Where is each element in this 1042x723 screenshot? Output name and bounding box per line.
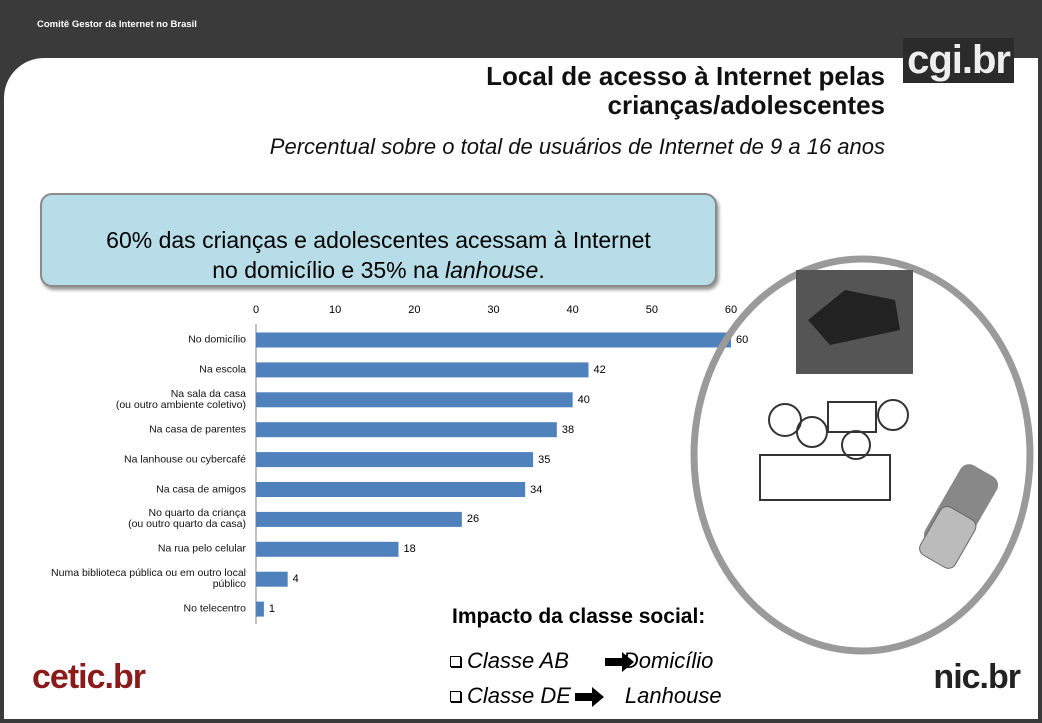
bar xyxy=(256,452,533,467)
nic-logo: nic.br xyxy=(933,658,1020,697)
value-label: 35 xyxy=(538,454,550,466)
bar xyxy=(256,362,589,377)
x-tick-label: 50 xyxy=(646,304,658,316)
x-tick-label: 40 xyxy=(567,304,579,316)
bar xyxy=(256,542,399,557)
value-label: 40 xyxy=(578,394,590,406)
value-label: 34 xyxy=(530,484,542,496)
category-label: Na sala da casa (ou outro ambiente colet… xyxy=(116,389,246,411)
category-label: Na casa de parentes xyxy=(149,424,246,435)
children-drawing xyxy=(760,400,908,500)
value-label: 4 xyxy=(293,573,299,585)
category-label: No domicílio xyxy=(188,335,246,346)
phone xyxy=(917,461,1002,572)
value-label: 42 xyxy=(594,364,606,376)
bar xyxy=(256,422,557,437)
impact-title: Impacto da classe social: xyxy=(452,605,705,629)
impact-item: Classe DE Lanhouse xyxy=(450,683,722,709)
x-tick-label: 20 xyxy=(408,304,420,316)
category-label: No quarto da criança (ou outro quarto da… xyxy=(128,508,246,530)
slide: Comitê Gestor da Internet no Brasil cgi.… xyxy=(0,0,1042,723)
value-label: 18 xyxy=(404,543,416,555)
bar xyxy=(256,392,573,407)
impact-class: Classe DE xyxy=(467,683,571,709)
category-label: Na lanhouse ou cybercafé xyxy=(124,454,246,465)
bar xyxy=(256,572,288,587)
bar xyxy=(256,512,462,527)
bullet xyxy=(450,656,461,667)
category-label: Na casa de amigos xyxy=(156,484,246,495)
value-label: 1 xyxy=(269,603,275,615)
category-label: Na escola xyxy=(199,364,246,375)
category-label: Numa biblioteca pública ou em outro loca… xyxy=(51,568,246,590)
x-tick-label: 0 xyxy=(253,304,259,316)
bar xyxy=(256,482,525,497)
bar xyxy=(256,602,264,617)
category-label: No telecentro xyxy=(184,604,246,615)
x-tick-label: 30 xyxy=(487,304,499,316)
value-label: 26 xyxy=(467,513,479,525)
impact-class: Classe AB xyxy=(467,648,569,674)
value-label: 60 xyxy=(736,334,748,346)
impact-target: Domicílio xyxy=(623,648,713,674)
category-label: Na rua pelo celular xyxy=(158,544,246,555)
bar xyxy=(256,333,731,348)
impact-target: Lanhouse xyxy=(625,683,722,709)
x-tick-label: 10 xyxy=(329,304,341,316)
bullet xyxy=(450,691,461,702)
impact-item: Classe AB Domicílio xyxy=(450,648,713,674)
x-tick-label: 60 xyxy=(725,304,737,316)
value-label: 38 xyxy=(562,424,574,436)
cetic-logo: cetic.br xyxy=(32,658,145,697)
